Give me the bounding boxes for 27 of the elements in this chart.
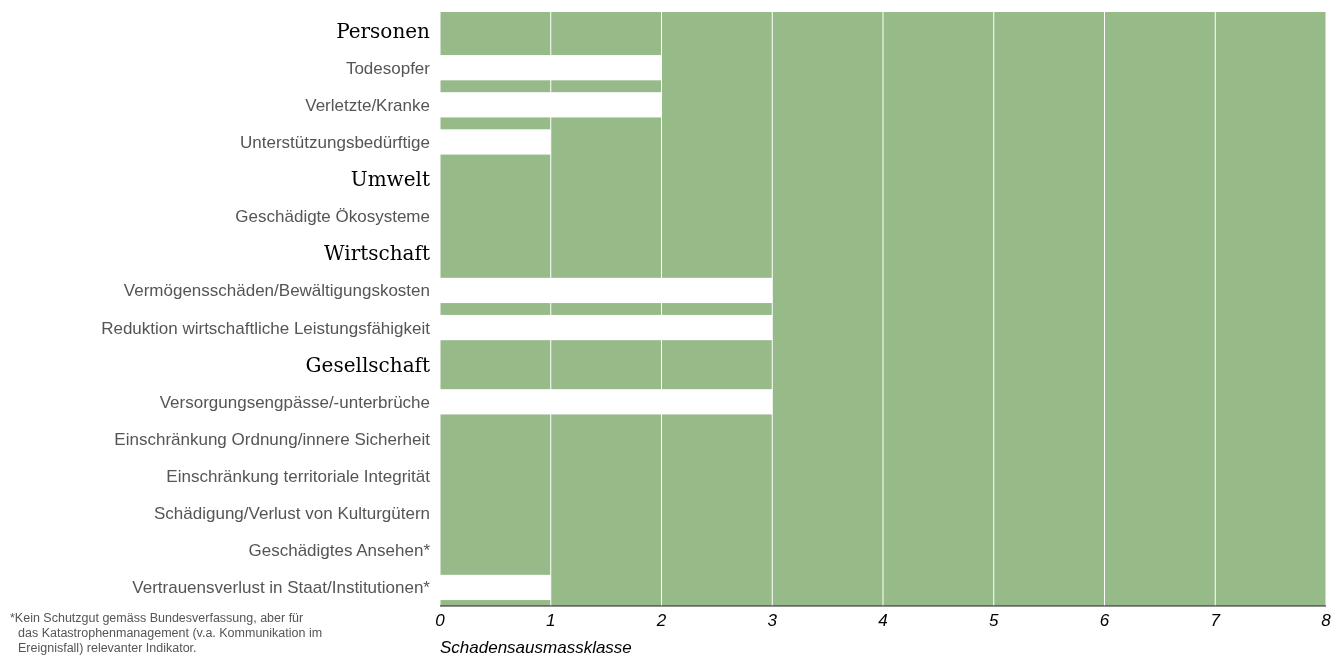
y-tick-label: Schädigung/Verlust von Kulturgütern [154, 504, 430, 524]
x-tick-label: 0 [435, 611, 446, 630]
y-tick-label: Gesellschaft [305, 352, 430, 377]
y-tick-label: Reduktion wirtschaftliche Leistungsfähigkeit [101, 318, 431, 338]
y-tick-label: Umwelt [350, 167, 430, 192]
y-tick-label: Geschädigtes Ansehen* [248, 541, 431, 561]
x-tick-label: 7 [1210, 611, 1221, 630]
x-tick-label: 4 [878, 611, 888, 630]
text: *Kein Schutzgut gemäss Bundesverfassung, aber für das Katastrophenmanagement (v.a. Kommunikation im Ereignisfall) relevanter Indikator. [10, 611, 323, 655]
y-tick-label: Verletzte/Kranke [305, 95, 430, 115]
x-tick-label: 6 [1099, 611, 1110, 630]
y-tick-label: Unterstützungsbedürftige [240, 132, 430, 152]
x-tick-label: 3 [767, 611, 778, 630]
y-tick-label: Todesopfer [345, 58, 431, 78]
y-tick-label: Vertrauensverlust in Staat/Institutionen* [132, 578, 431, 598]
y-tick-label: Einschränkung territoriale Integrität [166, 467, 431, 487]
y-tick-label: Personen [336, 18, 431, 43]
x-tick-label: 5 [989, 611, 1000, 630]
y-tick-label: Geschädigte Ökosysteme [235, 207, 430, 227]
x-axis-title: Schadensausmassklasse [440, 638, 632, 657]
y-tick-label: Einschränkung Ordnung/innere Sicherheit [114, 429, 431, 449]
x-tick-label: 1 [546, 611, 556, 630]
x-tick-label: 2 [655, 611, 667, 630]
y-tick-label: Vermögensschäden/Bewältigungskosten [123, 281, 430, 301]
y-tick-label: Versorgungsengpässe/-unterbrüche [159, 392, 430, 412]
x-tick-label: 8 [1321, 611, 1332, 630]
y-tick-label: Wirtschaft [324, 241, 430, 266]
